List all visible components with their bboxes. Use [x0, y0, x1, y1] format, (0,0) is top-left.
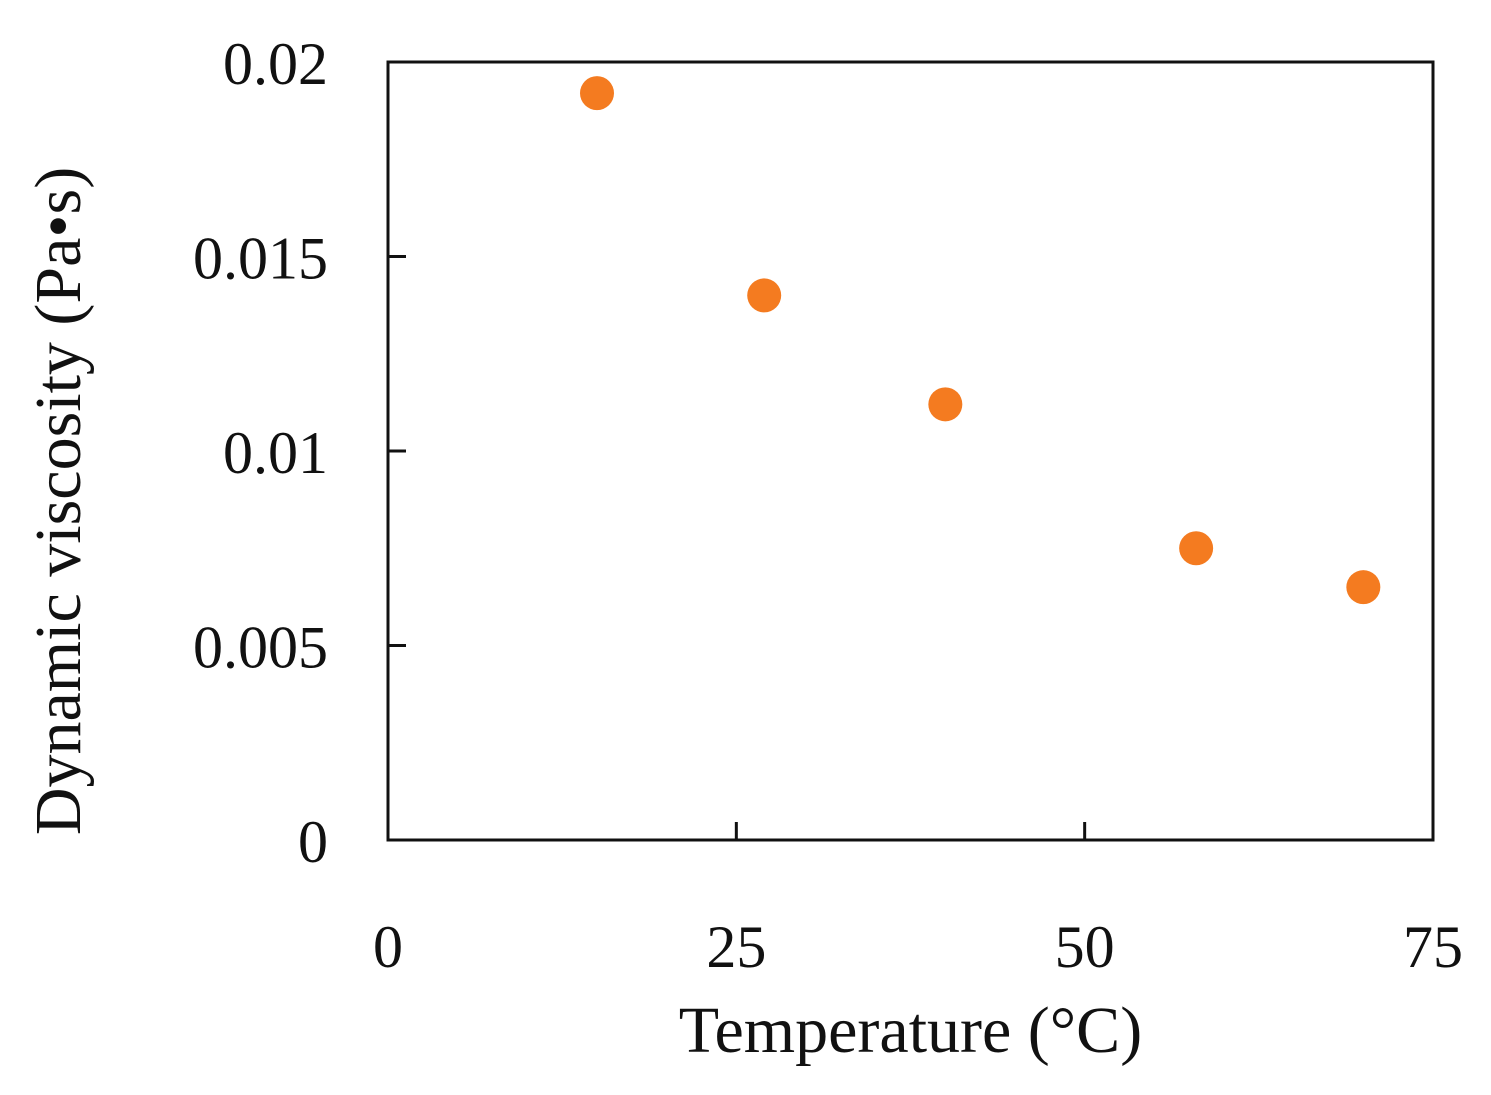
- data-points: [580, 76, 1381, 605]
- x-tick-label: 75: [1403, 914, 1463, 980]
- y-tick-label: 0.02: [223, 31, 328, 97]
- y-tick-label: 0.005: [193, 615, 328, 681]
- x-tick-label: 25: [706, 914, 766, 980]
- y-tick-label: 0: [298, 809, 328, 875]
- data-point: [580, 76, 614, 111]
- x-tick-labels: 0 25 50 75: [373, 914, 1463, 980]
- y-tick-labels: 0 0.005 0.01 0.015 0.02: [193, 31, 328, 875]
- data-point: [928, 387, 963, 422]
- y-tick-label: 0.01: [223, 420, 328, 486]
- x-tick-label: 0: [373, 914, 403, 980]
- x-axis-title: Temperature (°C): [679, 994, 1142, 1067]
- data-point: [1179, 531, 1214, 566]
- y-axis-title: Dynamic viscosity (Pa•s): [22, 167, 95, 835]
- data-point: [1346, 570, 1381, 605]
- axis-ticks: [388, 255, 1087, 840]
- x-tick-label: 50: [1055, 914, 1115, 980]
- y-tick-label: 0.015: [193, 226, 328, 292]
- plot-area-frame: [386, 60, 1435, 842]
- data-point: [747, 278, 782, 313]
